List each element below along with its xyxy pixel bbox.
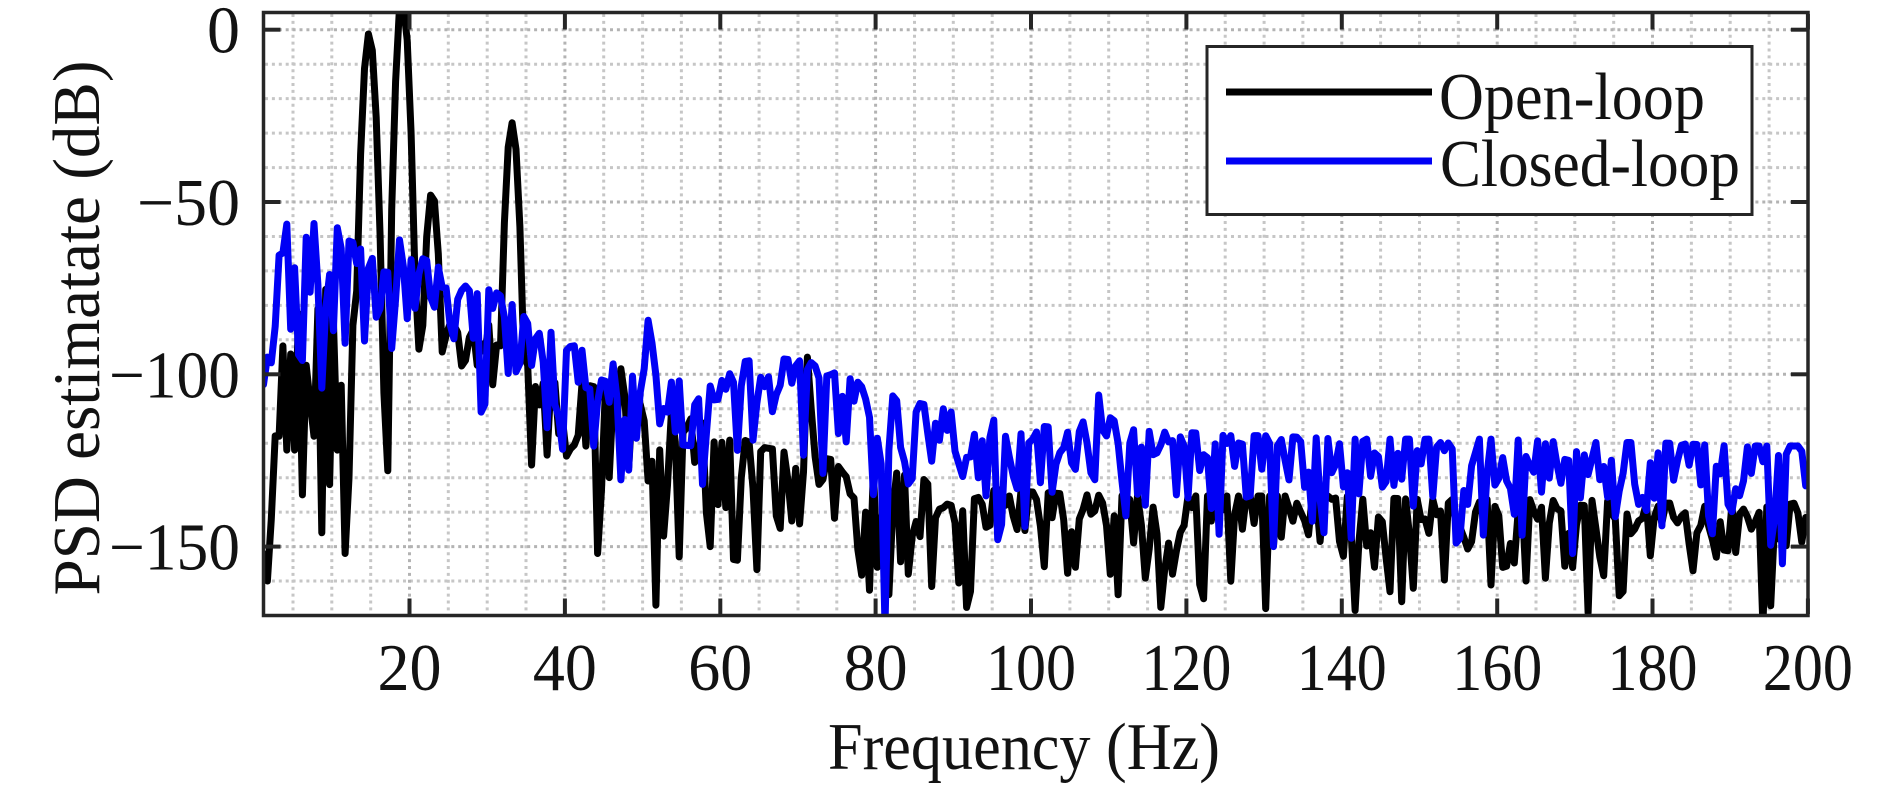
svg-text:Frequency (Hz): Frequency (Hz) bbox=[828, 710, 1220, 784]
svg-text:20: 20 bbox=[378, 631, 442, 705]
svg-text:60: 60 bbox=[688, 631, 752, 705]
svg-text:180: 180 bbox=[1608, 631, 1698, 705]
svg-text:Closed-loop: Closed-loop bbox=[1440, 127, 1740, 201]
svg-text:100: 100 bbox=[986, 631, 1076, 705]
svg-text:0: 0 bbox=[207, 0, 240, 68]
svg-text:−150: −150 bbox=[109, 511, 240, 585]
svg-text:Open-loop: Open-loop bbox=[1439, 60, 1705, 134]
svg-text:120: 120 bbox=[1141, 631, 1231, 705]
svg-text:80: 80 bbox=[844, 631, 908, 705]
svg-text:−50: −50 bbox=[137, 166, 240, 240]
svg-text:PSD estimatate (dB): PSD estimatate (dB) bbox=[40, 61, 114, 596]
svg-text:200: 200 bbox=[1763, 631, 1853, 705]
svg-text:−100: −100 bbox=[109, 338, 240, 412]
svg-text:140: 140 bbox=[1297, 631, 1387, 705]
svg-text:160: 160 bbox=[1452, 631, 1542, 705]
svg-text:40: 40 bbox=[533, 631, 597, 705]
